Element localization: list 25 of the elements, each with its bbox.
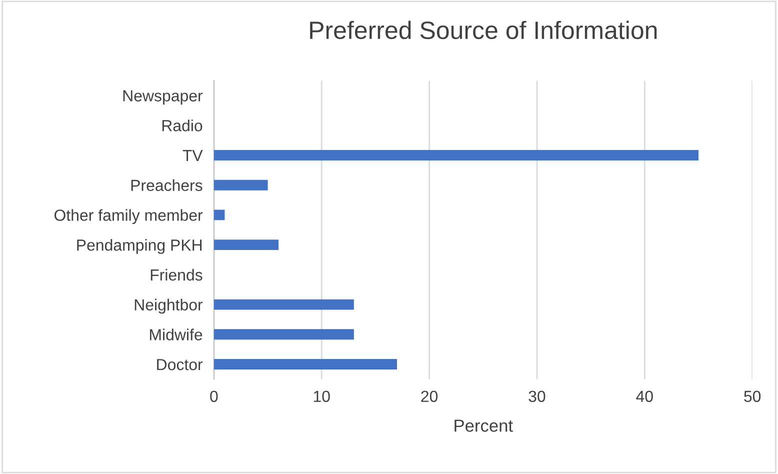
bar xyxy=(214,299,354,310)
bar xyxy=(214,150,698,160)
x-tick-label: 10 xyxy=(314,390,330,402)
bar xyxy=(214,359,397,370)
x-tick-label: 50 xyxy=(744,390,761,402)
chart-title: Preferred Source of Information xyxy=(310,20,657,40)
x-tick-label: 0 xyxy=(210,390,218,402)
y-tick-label: Radio xyxy=(162,120,202,132)
y-tick-label: Doctor xyxy=(157,359,203,370)
bar xyxy=(214,329,354,340)
y-tick-label: Preachers xyxy=(131,179,202,192)
bar xyxy=(214,180,268,190)
x-tick-label: 40 xyxy=(636,390,653,402)
y-tick-label: Pendamping PKH xyxy=(77,239,202,254)
y-tick-label: TV xyxy=(182,150,203,162)
x-axis-title: Percent xyxy=(454,420,513,432)
y-tick-label: Other family member xyxy=(54,209,203,224)
bar xyxy=(214,210,225,220)
y-tick-label: Newspaper xyxy=(123,90,203,105)
x-tick-label: 30 xyxy=(528,390,546,402)
x-tick-label: 20 xyxy=(421,390,438,402)
y-tick-label: Friends xyxy=(150,268,202,281)
bar xyxy=(214,240,279,250)
y-tick-label: Midwife xyxy=(150,328,202,340)
y-tick-label: Neightbor xyxy=(134,298,203,314)
